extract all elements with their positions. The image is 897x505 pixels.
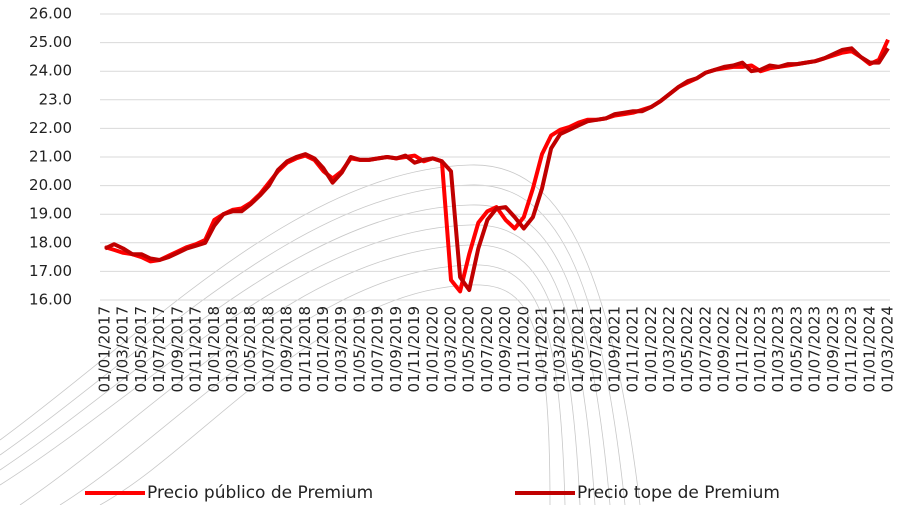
x-tick-label: 01/09/2017 xyxy=(168,306,186,392)
x-tick-label: 01/09/2022 xyxy=(715,306,733,392)
x-tick-label: 01/07/2020 xyxy=(478,306,496,392)
legend-label: Precio público de Premium xyxy=(147,483,373,503)
y-tick-label: 20.00 xyxy=(29,176,72,194)
x-tick-label: 01/03/2021 xyxy=(551,306,569,392)
x-tick-label: 01/05/2017 xyxy=(132,306,150,392)
x-tick-label: 01/07/2022 xyxy=(696,306,714,392)
x-tick-label: 01/05/2023 xyxy=(787,306,805,392)
x-tick-label: 01/01/2017 xyxy=(96,306,114,392)
y-tick-label: 16.00 xyxy=(29,291,72,309)
x-tick-label: 01/05/2018 xyxy=(241,306,259,392)
x-tick-label: 01/05/2020 xyxy=(460,306,478,392)
x-tick-label: 01/07/2019 xyxy=(369,306,387,392)
x-tick-label: 01/11/2019 xyxy=(405,306,423,392)
x-tick-label: 01/09/2020 xyxy=(496,306,514,392)
x-tick-label: 01/07/2021 xyxy=(587,306,605,392)
x-tick-label: 01/03/2024 xyxy=(879,306,897,392)
x-tick-label: 01/01/2021 xyxy=(533,306,551,392)
x-tick-label: 01/05/2022 xyxy=(678,306,696,392)
x-tick-label: 01/09/2018 xyxy=(278,306,296,392)
x-tick-label: 01/03/2023 xyxy=(769,306,787,392)
y-tick-label: 25.00 xyxy=(29,33,72,51)
x-tick-label: 01/05/2019 xyxy=(350,306,368,392)
x-tick-label: 01/09/2023 xyxy=(824,306,842,392)
legend-label: Precio tope de Premium xyxy=(577,483,780,503)
y-tick-label: 18.00 xyxy=(29,233,72,251)
x-tick-label: 01/11/2018 xyxy=(296,306,314,392)
series-line xyxy=(104,38,890,294)
x-tick-label: 01/01/2024 xyxy=(860,306,878,392)
x-tick-label: 01/01/2018 xyxy=(205,306,223,392)
x-tick-label: 01/11/2021 xyxy=(624,306,642,392)
x-tick-label: 01/03/2022 xyxy=(660,306,678,392)
y-tick-label: 22.00 xyxy=(29,119,72,137)
y-tick-label: 26.00 xyxy=(29,5,72,23)
x-tick-label: 01/01/2023 xyxy=(751,306,769,392)
background-decoration xyxy=(0,164,641,505)
x-tick-label: 01/01/2022 xyxy=(642,306,660,392)
x-tick-label: 01/01/2020 xyxy=(423,306,441,392)
x-tick-label: 01/03/2020 xyxy=(441,306,459,392)
x-tick-label: 01/11/2017 xyxy=(187,306,205,392)
x-tick-label: 01/09/2021 xyxy=(605,306,623,392)
x-tick-label: 01/11/2022 xyxy=(733,306,751,392)
x-tick-label: 01/07/2017 xyxy=(150,306,168,392)
y-tick-label: 17.00 xyxy=(29,262,72,280)
x-tick-label: 01/07/2018 xyxy=(259,306,277,392)
y-tick-label: 21.00 xyxy=(29,148,72,166)
series-line xyxy=(104,46,890,292)
x-tick-label: 01/07/2023 xyxy=(806,306,824,392)
x-tick-label: 01/03/2017 xyxy=(114,306,132,392)
x-tick-label: 01/03/2018 xyxy=(223,306,241,392)
x-tick-label: 01/01/2019 xyxy=(314,306,332,392)
x-tick-label: 01/05/2021 xyxy=(569,306,587,392)
y-tick-label: 24.00 xyxy=(29,62,72,80)
y-tick-label: 23.0 xyxy=(39,90,72,108)
x-tick-label: 01/11/2020 xyxy=(514,306,532,392)
x-tick-label: 01/09/2019 xyxy=(387,306,405,392)
x-tick-label: 01/03/2019 xyxy=(332,306,350,392)
y-tick-label: 19.00 xyxy=(29,205,72,223)
x-tick-label: 01/11/2023 xyxy=(842,306,860,392)
